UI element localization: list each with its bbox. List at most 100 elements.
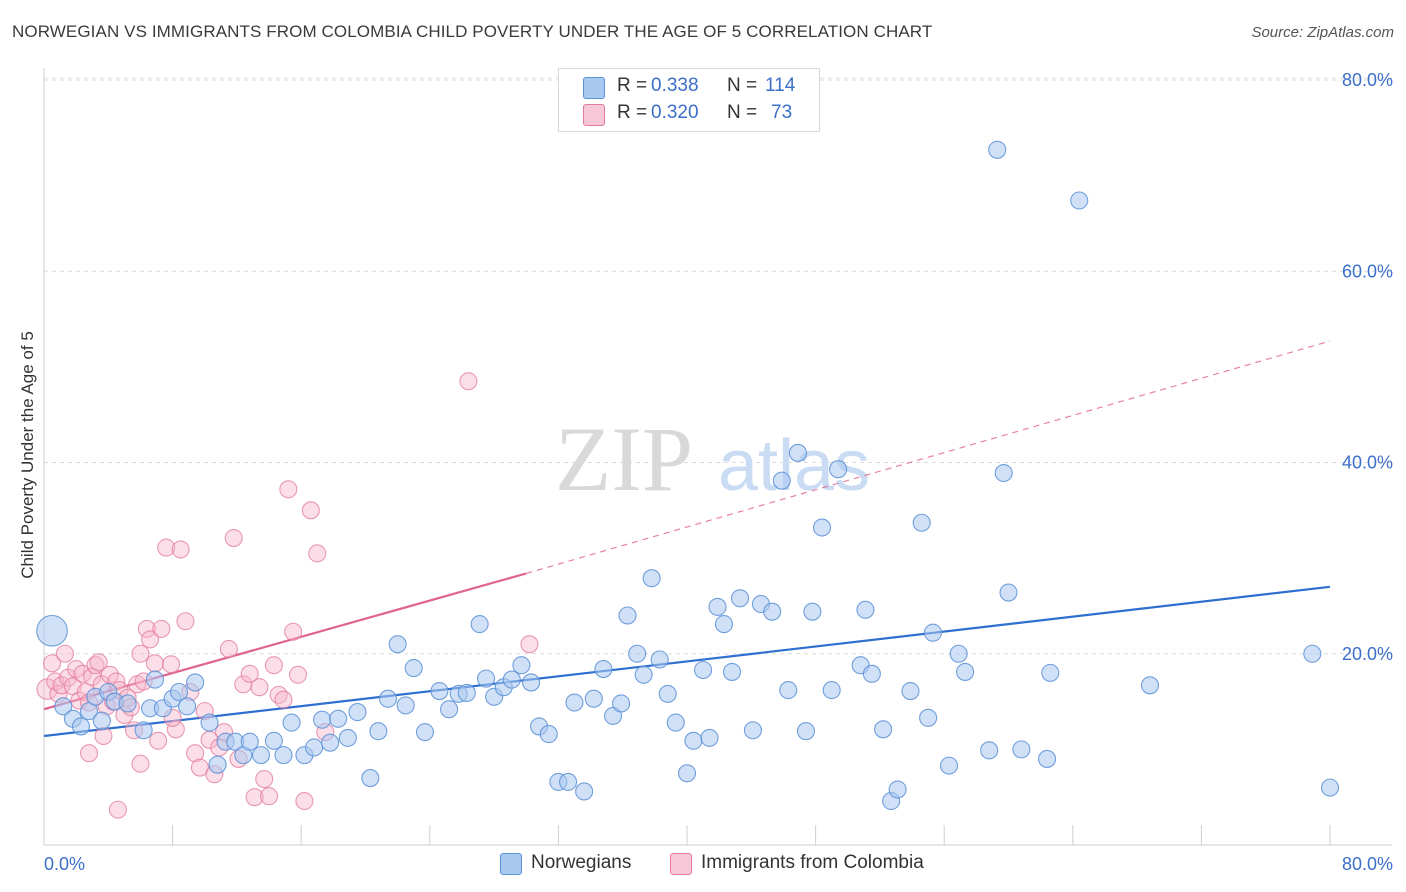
source-label: Source: ZipAtlas.com xyxy=(1251,24,1394,41)
data-point-norwegians xyxy=(477,669,496,688)
data-point-norwegians xyxy=(650,650,669,669)
watermark-atlas: atlas xyxy=(718,426,870,506)
data-point-norwegians xyxy=(584,689,603,708)
norwegian-points xyxy=(36,140,1340,811)
data-point-norwegians xyxy=(628,644,647,663)
data-point-norwegians xyxy=(369,722,388,741)
trend-line-norwegians xyxy=(43,585,1331,738)
data-point-norwegians xyxy=(923,623,942,642)
trend-line-colombia-extension xyxy=(526,340,1331,575)
bottom-legend-swatch-colombia xyxy=(670,853,692,875)
data-point-norwegians xyxy=(980,741,999,760)
y-tick-label: 20.0% xyxy=(1342,644,1393,664)
data-point-colombia xyxy=(255,769,274,789)
data-point-colombia xyxy=(161,655,181,674)
chart-title: NORWEGIAN VS IMMIGRANTS FROM COLOMBIA CH… xyxy=(12,22,933,41)
data-point-norwegians xyxy=(919,708,938,727)
data-point-norwegians xyxy=(618,606,637,625)
legend-n-value: 114 xyxy=(765,75,796,96)
data-point-colombia xyxy=(79,744,99,763)
data-point-colombia xyxy=(459,372,478,391)
data-point-colombia xyxy=(520,635,539,654)
data-point-norwegians xyxy=(642,569,661,588)
legend-swatch-colombia xyxy=(583,104,605,126)
data-point-norwegians xyxy=(565,693,584,712)
data-point-colombia xyxy=(274,690,293,709)
data-point-norwegians xyxy=(874,720,893,739)
data-point-colombia xyxy=(137,619,156,638)
data-point-colombia xyxy=(219,639,238,659)
bottom-legend-swatch-norwegians xyxy=(500,853,522,875)
data-point-norwegians xyxy=(348,703,367,722)
data-point-colombia xyxy=(301,501,320,520)
data-point-norwegians xyxy=(901,681,920,701)
data-point-norwegians xyxy=(512,656,531,675)
data-point-norwegians xyxy=(700,728,719,747)
data-point-norwegians xyxy=(763,602,782,621)
data-point-colombia xyxy=(308,544,327,563)
data-point-norwegians xyxy=(36,614,68,647)
data-point-norwegians xyxy=(274,746,293,765)
legend-r-value: 0.320 xyxy=(651,102,699,123)
data-point-norwegians xyxy=(145,670,164,689)
data-point-norwegians xyxy=(694,660,713,680)
legend-box: R = 0.338 N = 114 R = 0.320 N = 73 xyxy=(558,68,820,132)
data-point-norwegians xyxy=(134,721,153,740)
data-point-norwegians xyxy=(378,689,398,708)
watermark-zip: ZIP xyxy=(555,408,693,510)
data-point-colombia xyxy=(145,654,164,673)
data-point-colombia xyxy=(141,630,160,649)
data-point-colombia xyxy=(86,656,105,675)
bottom-legend-label-colombia: Immigrants from Colombia xyxy=(701,852,924,873)
data-point-norwegians xyxy=(912,513,931,532)
data-point-norwegians xyxy=(54,697,73,716)
data-point-colombia xyxy=(171,540,190,559)
data-point-norwegians xyxy=(118,694,137,713)
data-point-norwegians xyxy=(1070,191,1089,210)
legend-swatch-norwegians xyxy=(583,77,605,99)
watermark: ZIP atlas xyxy=(555,408,870,510)
data-point-norwegians xyxy=(888,780,907,799)
data-point-norwegians xyxy=(812,518,832,537)
data-point-colombia xyxy=(166,720,185,739)
data-point-norwegians xyxy=(1320,778,1340,797)
data-point-norwegians xyxy=(772,471,791,490)
data-point-norwegians xyxy=(658,684,677,703)
data-point-norwegians xyxy=(666,713,685,732)
data-point-colombia xyxy=(250,678,269,697)
y-axis-label: Child Poverty Under the Age of 5 xyxy=(18,331,37,579)
data-point-norwegians xyxy=(186,673,205,692)
data-point-norwegians xyxy=(796,722,816,741)
data-point-norwegians xyxy=(594,659,613,679)
legend-r-label: R = xyxy=(617,102,648,123)
legend-n-label: N = xyxy=(727,102,758,123)
data-point-norwegians xyxy=(305,738,324,757)
tick-labels: 20.0% 40.0% 60.0% 80.0% 0.0% 80.0% xyxy=(44,70,1393,874)
data-point-norwegians xyxy=(264,731,283,750)
data-point-norwegians xyxy=(415,723,435,742)
data-point-norwegians xyxy=(178,697,197,716)
data-point-norwegians xyxy=(743,721,762,740)
data-point-norwegians xyxy=(988,140,1007,159)
data-point-norwegians xyxy=(251,746,271,765)
data-point-norwegians xyxy=(612,694,631,713)
data-point-norwegians xyxy=(634,665,653,684)
data-point-norwegians xyxy=(730,589,750,608)
data-point-norwegians xyxy=(722,662,742,681)
data-point-colombia xyxy=(240,664,259,683)
data-point-norwegians xyxy=(788,443,807,462)
data-point-norwegians xyxy=(404,659,423,678)
data-point-norwegians xyxy=(208,755,227,774)
data-point-norwegians xyxy=(829,460,848,479)
data-point-norwegians xyxy=(994,463,1013,483)
y-tick-label: 40.0% xyxy=(1342,453,1393,473)
data-point-colombia xyxy=(224,528,243,548)
data-point-norwegians xyxy=(856,600,875,619)
data-point-colombia xyxy=(152,619,171,638)
data-point-colombia xyxy=(186,744,205,763)
data-point-norwegians xyxy=(313,710,332,729)
data-point-norwegians xyxy=(714,615,734,634)
data-point-colombia xyxy=(279,480,298,499)
data-point-colombia xyxy=(259,787,279,806)
data-point-norwegians xyxy=(522,673,541,692)
